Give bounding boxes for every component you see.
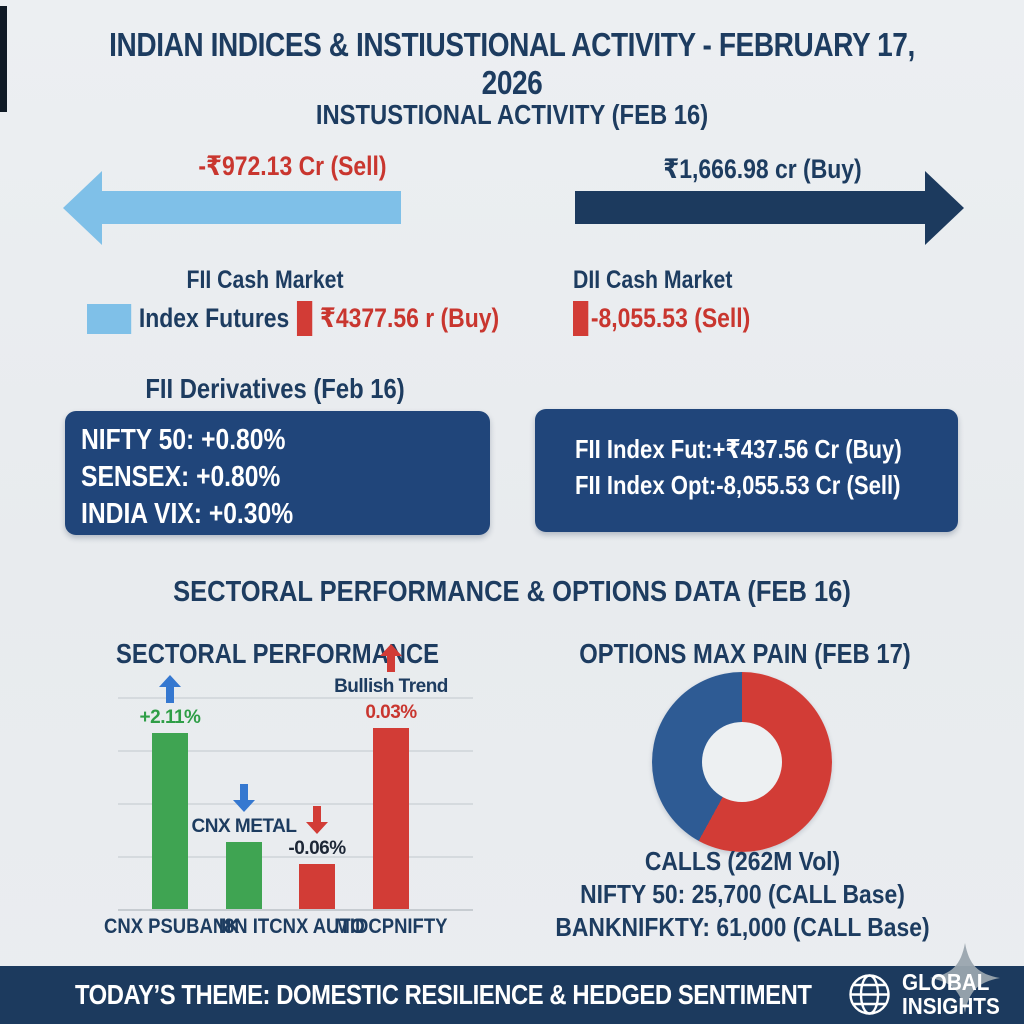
index-performance-box: NIFTY 50: +0.80% SENSEX: +0.80% INDIA VI… (65, 411, 490, 535)
calls-volume-note: CALLS (262M Vol) (644, 846, 841, 876)
dii-cash-market-label: DII Cash Market (573, 266, 733, 294)
options-donut-chart (652, 672, 832, 852)
fii-cash-market-label: FII Cash Market (186, 266, 344, 294)
bar-cnx-auto (299, 864, 335, 909)
bar-chart-plot: CNX PSUBANK I8N IT CNX AUTO MIDCPNIFTY +… (104, 644, 475, 945)
nifty-line: NIFTY 50: +0.80% (81, 424, 286, 456)
gridline (118, 750, 473, 752)
page-title: INDIAN INDICES & INSTIUSTIONAL ACTIVITY … (109, 26, 915, 101)
brand-name: GLOBAL INSIGHTS (902, 970, 1011, 1018)
brand-line-2: INSIGHTS (902, 993, 1000, 1019)
fii-index-fut-value: +₹437.56 Cr (Buy) (712, 434, 902, 464)
x-label-i8n-it: I8N IT (218, 915, 270, 938)
nifty-call-base-note: NIFTY 50: 25,700 (CALL Base) (580, 879, 905, 909)
fii-futures-swatch (296, 301, 313, 336)
dii-inflow-arrow (575, 191, 925, 224)
fii-sell-amount: -₹972.13 Cr (Sell) (198, 151, 387, 181)
banknifty-call-base-note: BANKNIFKTY: 61,000 (CALL Base) (555, 912, 930, 942)
bar-cnx-psubank (152, 733, 188, 909)
institutional-activity-heading: INSTUSTIONAL ACTIVITY (FEB 16) (315, 99, 709, 130)
trend-arrow-up-icon (380, 644, 402, 672)
bar-annotation-label: CNX METAL (191, 816, 297, 837)
sectoral-options-heading: SECTORAL PERFORMANCE & OPTIONS DATA (FEB… (173, 576, 851, 608)
bar-annotation-label: +2.11% (139, 707, 201, 728)
daily-theme: TODAY’S THEME: DOMESTIC RESILIENCE & HED… (75, 979, 812, 1010)
trend-arrow-down-icon (233, 784, 255, 812)
bar-annotation-label: Bullish Trend (334, 676, 448, 697)
bar-annotation-label: 0.03% (365, 702, 417, 723)
fii-outflow-arrow-head-icon (63, 171, 102, 245)
x-label-cnx-psubank: CNX PSUBANK (104, 915, 240, 938)
x-label-midcpnifty: MIDCPNIFTY (334, 915, 448, 938)
fii-index-opt-value: -8,055.53 Cr (Sell) (716, 470, 901, 500)
options-notes: CALLS (262M Vol) NIFTY 50: 25,700 (CALL … (500, 845, 985, 944)
baseline (118, 909, 473, 911)
fii-outflow-arrow (101, 191, 401, 224)
x-label-cnx-auto: CNX AUTO (269, 915, 365, 938)
dii-legend: -8,055.53 (Sell) (573, 301, 750, 336)
fii-derivatives-heading: FII Derivatives (Feb 16) (145, 373, 405, 404)
dii-inflow-arrow-head-icon (925, 171, 964, 245)
fii-index-fut-label: FII Index Fut: (575, 434, 713, 464)
dii-sell-value: -8,055.53 (Sell) (590, 303, 751, 333)
donut-hole (702, 722, 782, 802)
global-insights-logo: GLOBAL INSIGHTS (846, 970, 1011, 1018)
gridline (118, 803, 473, 805)
edge-artifact-line (0, 6, 7, 112)
index-futures-swatch (87, 303, 132, 334)
bar-i8n-it (226, 842, 262, 909)
brand-line-1: GLOBAL (902, 969, 990, 995)
dii-sell-swatch (573, 301, 589, 336)
gridline (118, 697, 473, 699)
fii-derivatives-box: FII Index Fut: +₹437.56 Cr (Buy) FII Ind… (535, 409, 958, 532)
indiavix-line: INDIA VIX: +0.30% (81, 498, 294, 530)
fii-index-opt-label: FII Index Opt: (575, 470, 717, 500)
sparkle-icon (928, 941, 1002, 1015)
fii-index-opt-row: FII Index Opt: -8,055.53 Cr (Sell) (575, 467, 901, 503)
fii-legend: Index Futures ₹4377.56 r (Buy) (87, 301, 499, 336)
trend-arrow-down-icon (306, 806, 328, 834)
sensex-line: SENSEX: +0.80% (81, 461, 281, 493)
trend-arrow-up-icon (159, 675, 181, 703)
globe-icon (849, 973, 890, 1015)
index-futures-label: Index Futures (138, 303, 290, 333)
donut-chart-title: OPTIONS MAX PAIN (FEB 17) (579, 638, 911, 669)
bar-annotation-label: -0.06% (288, 838, 346, 859)
fii-futures-value: ₹4377.56 r (Buy) (319, 303, 500, 333)
bar-midcpnifty (373, 728, 409, 909)
fii-index-fut-row: FII Index Fut: +₹437.56 Cr (Buy) (575, 431, 902, 467)
dii-buy-amount: ₹1,666.98 cr (Buy) (663, 154, 862, 184)
gridline (118, 856, 473, 858)
